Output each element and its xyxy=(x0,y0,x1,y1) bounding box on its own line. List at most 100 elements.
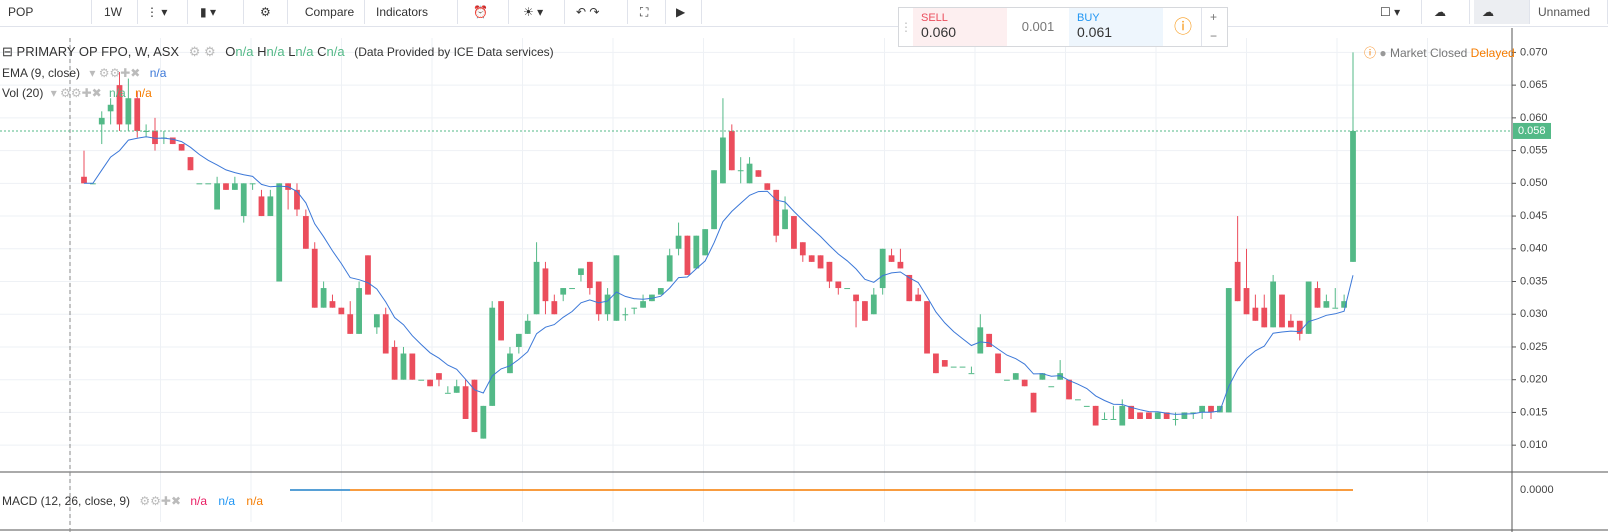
candle-body xyxy=(569,288,575,290)
vol-icons[interactable]: ▾ ⚙⚙✚✖ xyxy=(50,86,102,100)
settings-button[interactable]: ⚙ xyxy=(252,0,288,24)
candle-body xyxy=(515,333,522,347)
candle-body xyxy=(853,294,859,302)
info-icon[interactable]: ⓘ xyxy=(1174,17,1192,37)
candle-body xyxy=(773,189,780,236)
candle-body xyxy=(338,307,345,315)
sell-button[interactable]: SELL 0.060 xyxy=(913,8,1007,46)
candle-body xyxy=(329,301,336,308)
l-label: L xyxy=(288,44,296,59)
buy-price: 0.061 xyxy=(1077,24,1113,40)
toolbar: POP 1W ⋮ ▾ ▮ ▾ ⚙ Compare Indicators ⏰ ☀ … xyxy=(0,0,1608,27)
candle-body xyxy=(959,366,966,368)
candle-body xyxy=(311,248,318,308)
candle-body xyxy=(675,235,682,249)
candle-body xyxy=(915,294,922,302)
candle-body xyxy=(640,301,646,308)
candle-body xyxy=(1252,307,1259,321)
candle-body xyxy=(764,183,771,190)
y-tick-label: 0.025 xyxy=(1520,341,1548,353)
macd-icons[interactable]: ⚙⚙✚✖ xyxy=(139,494,182,508)
candle-body xyxy=(107,104,114,112)
candle-body xyxy=(924,301,930,354)
y-tick-label: 0.050 xyxy=(1520,177,1548,189)
symbol-input[interactable]: POP xyxy=(0,0,92,24)
candle-body xyxy=(134,98,141,131)
candle-body xyxy=(1039,373,1046,380)
menu-button[interactable]: ⋮ ▾ xyxy=(138,0,188,24)
candle-body xyxy=(436,373,442,380)
compare-button[interactable]: Compare xyxy=(295,0,365,24)
candle-body xyxy=(1225,288,1232,413)
replay-button[interactable]: ▶ xyxy=(668,0,702,24)
o-label: O xyxy=(225,44,236,59)
candle-body xyxy=(294,189,300,210)
last-price-box xyxy=(1513,122,1551,139)
layout-name[interactable]: Unnamed xyxy=(1530,0,1608,24)
ema-label: EMA (9, close) xyxy=(2,66,81,80)
last-price-label: 0.058 xyxy=(1518,125,1546,137)
candle-body xyxy=(1234,261,1241,302)
buy-button[interactable]: BUY 0.061 xyxy=(1069,8,1163,46)
candle-body xyxy=(1066,379,1072,400)
qty-buttons[interactable]: + − xyxy=(1201,8,1225,46)
candle-body xyxy=(427,379,433,387)
candle-body xyxy=(755,170,762,177)
load-button[interactable]: ☁ xyxy=(1426,0,1470,24)
candle-body xyxy=(977,327,984,354)
l-value: n/a xyxy=(295,44,314,59)
status-icon[interactable]: ⓘ xyxy=(1364,46,1377,60)
collapse-icon[interactable]: ⊟ xyxy=(2,44,13,59)
chart-style-button[interactable]: ▮ ▾ xyxy=(192,0,244,24)
candle-body xyxy=(276,183,283,282)
y-tick-label: 0.035 xyxy=(1520,275,1548,287)
ema-icons[interactable]: ▾ ⚙⚙✚✖ xyxy=(89,66,141,80)
indicators-button[interactable]: Indicators xyxy=(368,0,458,24)
sell-label: SELL xyxy=(921,12,948,24)
candle-body xyxy=(1163,412,1170,419)
candle-body xyxy=(684,235,691,275)
save-button[interactable]: ☁ xyxy=(1474,0,1530,24)
candle-body xyxy=(507,353,513,374)
candle-body xyxy=(1092,405,1099,426)
interval-button[interactable]: 1W xyxy=(96,0,138,24)
y-tick-label: 0.040 xyxy=(1520,243,1548,255)
candle-body xyxy=(622,314,629,316)
candle-body xyxy=(1296,320,1303,334)
candle-body xyxy=(746,163,753,184)
alert-button[interactable]: ⏰ xyxy=(465,0,509,24)
candle-body xyxy=(400,353,407,380)
candle-body xyxy=(835,281,842,289)
c-label: C xyxy=(317,44,327,59)
candle-body xyxy=(81,176,87,184)
candle-body xyxy=(489,307,496,406)
candle-body xyxy=(657,288,664,295)
candle-body xyxy=(693,235,700,269)
ideas-button[interactable]: ☀ ▾ xyxy=(515,0,565,24)
candle-body xyxy=(595,281,602,315)
legend-icons[interactable]: ⚙ ⚙ xyxy=(188,44,216,59)
fullscreen-button[interactable]: ⛶ xyxy=(632,0,666,24)
candle-body xyxy=(1012,373,1019,380)
y-tick-label: 0.030 xyxy=(1520,308,1548,320)
candle-body xyxy=(879,248,886,289)
macd-value-1: n/a xyxy=(190,494,208,508)
drag-handle[interactable]: ⋮ xyxy=(900,20,912,34)
provider: (Data Provided by ICE Data services) xyxy=(354,45,554,59)
main-legend: ⊟ PRIMARY OP FPO, W, ASX ⚙ ⚙ On/a Hn/a L… xyxy=(2,44,554,60)
candle-body xyxy=(604,294,611,315)
candle-body xyxy=(347,314,354,334)
candle-body xyxy=(702,229,709,256)
layout-button[interactable]: ☐ ▾ xyxy=(1372,0,1422,24)
candle-body xyxy=(968,373,975,375)
candle-body xyxy=(1137,412,1143,419)
candle-body xyxy=(143,130,150,132)
o-value: n/a xyxy=(235,44,254,59)
undo-redo[interactable]: ↶ ↷ xyxy=(568,0,628,24)
candle-body xyxy=(950,366,957,368)
ema-line xyxy=(84,136,1354,415)
status-text: Market Closed xyxy=(1389,46,1468,60)
legend-title: PRIMARY OP FPO, W, ASX xyxy=(16,44,180,59)
